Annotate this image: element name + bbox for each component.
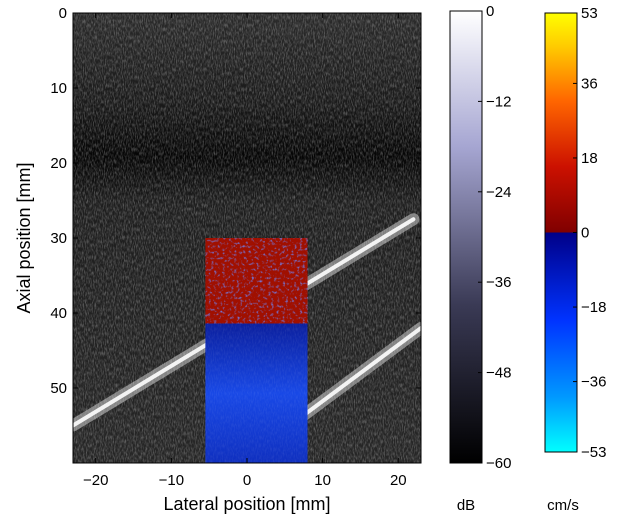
db-colorbar-gradient (449, 10, 483, 464)
x-axis-label: Lateral position [mm] (163, 494, 330, 514)
db-tick-label: −60 (486, 455, 511, 472)
y-tick-label: 0 (59, 5, 67, 22)
x-tick-label: 20 (390, 472, 407, 489)
db-colorbar: 0 −12 −24 −36 −48 −60 dB (449, 3, 511, 514)
db-tick-label: 0 (486, 3, 494, 20)
y-tick-label: 30 (50, 230, 67, 247)
x-tick-label: 0 (243, 472, 251, 489)
velocity-tick-label: 0 (581, 225, 589, 242)
doppler-red-speckle (205, 238, 308, 324)
velocity-colorbar-negative (545, 232, 577, 452)
x-tick-label: −10 (159, 472, 184, 489)
y-axis-label: Axial position [mm] (14, 162, 34, 313)
db-tick-label: −24 (486, 184, 511, 201)
vessel-wall-1 (297, 326, 421, 420)
velocity-tick-label: 53 (581, 5, 598, 22)
x-tick-label: −20 (83, 472, 108, 489)
x-axis-ticks: −20 −10 0 10 20 (83, 13, 407, 489)
doppler-box (205, 238, 308, 463)
velocity-tick-label: 36 (581, 75, 598, 92)
velocity-colorbar: 53 36 18 0 −18 −36 −53 cm/s (544, 5, 606, 514)
db-unit-label: dB (457, 497, 475, 514)
ultrasound-image: −20 −10 0 10 20 0 10 20 30 40 50 Lateral position… (14, 5, 422, 514)
velocity-tick-label: −18 (581, 299, 606, 316)
db-tick-label: −12 (486, 93, 511, 110)
velocity-tick-label: −53 (581, 444, 606, 461)
y-tick-label: 50 (50, 380, 67, 397)
doppler-blue-texture (205, 323, 308, 463)
y-tick-label: 40 (50, 305, 67, 322)
velocity-tick-label: −36 (581, 374, 606, 391)
db-tick-label: −48 (486, 365, 511, 382)
y-axis-ticks: 0 10 20 30 40 50 (50, 5, 421, 397)
x-tick-label: 10 (314, 472, 331, 489)
velocity-colorbar-positive (545, 13, 577, 233)
velocity-unit-label: cm/s (547, 497, 579, 514)
velocity-tick-label: 18 (581, 150, 598, 167)
y-tick-label: 10 (50, 80, 67, 97)
db-tick-label: −36 (486, 274, 511, 291)
y-tick-label: 20 (50, 155, 67, 172)
